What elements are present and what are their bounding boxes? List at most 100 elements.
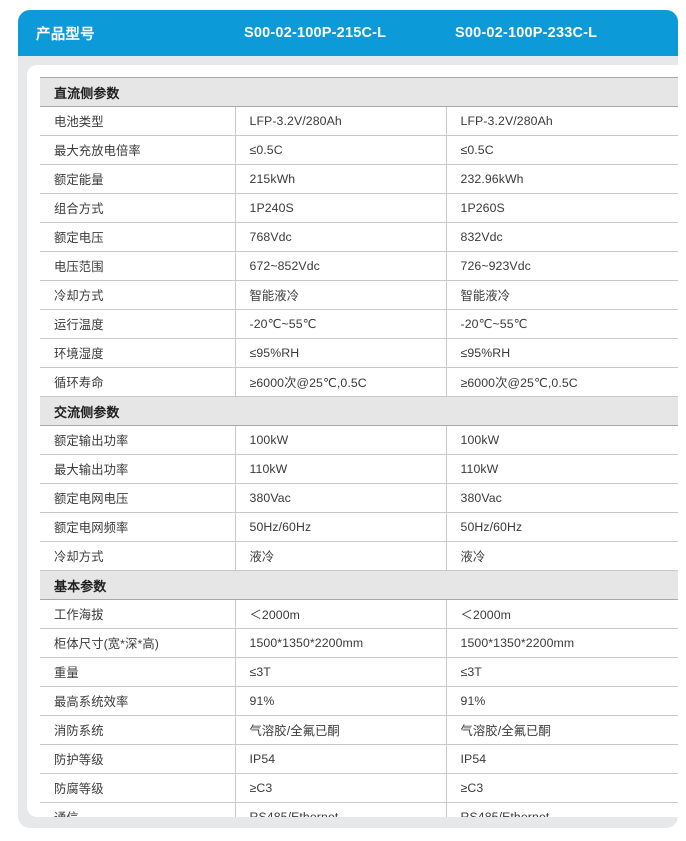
spec-value-model-b: ≤0.5C <box>445 135 678 165</box>
spec-value-model-b: RS485/Ethernet <box>445 802 678 817</box>
spec-param-name: 额定电网电压 <box>40 483 235 513</box>
spec-card: 直流侧参数 电池类型 LFP-3.2V/280Ah LFP-3.2V/280Ah 最大充… <box>27 65 678 817</box>
table-row: 最高系统效率 91% 91% <box>40 686 678 716</box>
spec-value-model-a: 110kW <box>234 454 446 484</box>
spec-value-model-a: 215kWh <box>234 164 446 194</box>
spec-value-model-a: ≥C3 <box>234 773 446 803</box>
table-row: 电池类型 LFP-3.2V/280Ah LFP-3.2V/280Ah <box>40 106 678 136</box>
spec-section-header: 基本参数 <box>40 570 678 600</box>
header-model-a: S00-02-100P-215C-L <box>244 25 387 41</box>
spec-value-model-a: 气溶胶/全氟已酮 <box>234 715 446 745</box>
spec-value-model-b: 1500*1350*2200mm <box>445 628 678 658</box>
table-row: 消防系统 气溶胶/全氟已酮 气溶胶/全氟已酮 <box>40 715 678 745</box>
spec-value-model-b: -20℃~55℃ <box>445 309 678 339</box>
table-row: 组合方式 1P240S 1P260S <box>40 193 678 223</box>
spec-section-header: 直流侧参数 <box>40 77 678 107</box>
spec-param-name: 循环寿命 <box>40 367 235 397</box>
spec-param-name: 工作海拔 <box>40 599 235 629</box>
table-row: 额定电压 768Vdc 832Vdc <box>40 222 678 252</box>
spec-value-model-a: RS485/Ethernet <box>234 802 446 817</box>
spec-param-name: 环境湿度 <box>40 338 235 368</box>
spec-value-model-a: IP54 <box>234 744 446 774</box>
spec-value-model-a: 1500*1350*2200mm <box>234 628 446 658</box>
table-row: 额定电网频率 50Hz/60Hz 50Hz/60Hz <box>40 512 678 542</box>
spec-param-name: 组合方式 <box>40 193 235 223</box>
table-row: 循环寿命 ≥6000次@25℃,0.5C ≥6000次@25℃,0.5C <box>40 367 678 397</box>
spec-value-model-b: 50Hz/60Hz <box>445 512 678 542</box>
spec-value-model-b: 液冷 <box>445 541 678 571</box>
spec-value-model-a: 1P240S <box>234 193 446 223</box>
spec-value-model-b: ≤3T <box>445 657 678 687</box>
specification-table: 直流侧参数 电池类型 LFP-3.2V/280Ah LFP-3.2V/280Ah 最大充… <box>40 77 678 817</box>
spec-value-model-b: ≥6000次@25℃,0.5C <box>445 367 678 397</box>
spec-param-name: 额定能量 <box>40 164 235 194</box>
table-row: 额定输出功率 100kW 100kW <box>40 425 678 455</box>
table-row: 电压范围 672~852Vdc 726~923Vdc <box>40 251 678 281</box>
table-row: 冷却方式 智能液冷 智能液冷 <box>40 280 678 310</box>
spec-value-model-b: 380Vac <box>445 483 678 513</box>
spec-param-name: 消防系统 <box>40 715 235 745</box>
table-row: 防护等级 IP54 IP54 <box>40 744 678 774</box>
spec-value-model-a: ≤0.5C <box>234 135 446 165</box>
table-row: 工作海拔 ＜2000m ＜2000m <box>40 599 678 629</box>
spec-param-name: 最高系统效率 <box>40 686 235 716</box>
spec-value-model-b: 1P260S <box>445 193 678 223</box>
spec-value-model-b: 232.96kWh <box>445 164 678 194</box>
spec-param-name: 额定电压 <box>40 222 235 252</box>
spec-value-model-b: 110kW <box>445 454 678 484</box>
spec-param-name: 冷却方式 <box>40 280 235 310</box>
spec-value-model-a: ≤3T <box>234 657 446 687</box>
table-row: 防腐等级 ≥C3 ≥C3 <box>40 773 678 803</box>
spec-value-model-a: ≤95%RH <box>234 338 446 368</box>
spec-section-title: 基本参数 <box>40 570 678 600</box>
header-model-b: S00-02-100P-233C-L <box>455 25 598 41</box>
spec-value-model-a: 100kW <box>234 425 446 455</box>
table-row: 最大充放电倍率 ≤0.5C ≤0.5C <box>40 135 678 165</box>
spec-value-model-b: 726~923Vdc <box>445 251 678 281</box>
spec-value-model-a: 智能液冷 <box>234 280 446 310</box>
table-row: 运行温度 -20℃~55℃ -20℃~55℃ <box>40 309 678 339</box>
spec-param-name: 最大输出功率 <box>40 454 235 484</box>
spec-value-model-b: ＜2000m <box>445 599 678 629</box>
spec-section-title: 交流侧参数 <box>40 396 678 426</box>
spec-param-name: 冷却方式 <box>40 541 235 571</box>
spec-section-title: 直流侧参数 <box>40 77 678 107</box>
spec-value-model-b: ≤95%RH <box>445 338 678 368</box>
spec-value-model-a: -20℃~55℃ <box>234 309 446 339</box>
spec-value-model-a: 672~852Vdc <box>234 251 446 281</box>
spec-value-model-a: 液冷 <box>234 541 446 571</box>
spec-value-model-b: 气溶胶/全氟已酮 <box>445 715 678 745</box>
spec-value-model-a: LFP-3.2V/280Ah <box>234 106 446 136</box>
table-row: 环境湿度 ≤95%RH ≤95%RH <box>40 338 678 368</box>
spec-param-name: 通信 <box>40 802 235 817</box>
spec-param-name: 防腐等级 <box>40 773 235 803</box>
model-header-bar: 产品型号 S00-02-100P-215C-L S00-02-100P-233C… <box>18 10 678 56</box>
spec-value-model-b: ≥C3 <box>445 773 678 803</box>
spec-param-name: 运行温度 <box>40 309 235 339</box>
spec-param-name: 柜体尺寸(宽*深*高) <box>40 628 235 658</box>
spec-param-name: 额定输出功率 <box>40 425 235 455</box>
spec-value-model-b: 100kW <box>445 425 678 455</box>
product-spec-sheet: 产品型号 S00-02-100P-215C-L S00-02-100P-233C… <box>18 10 678 828</box>
spec-param-name: 电池类型 <box>40 106 235 136</box>
table-row: 冷却方式 液冷 液冷 <box>40 541 678 571</box>
spec-param-name: 防护等级 <box>40 744 235 774</box>
table-row: 最大输出功率 110kW 110kW <box>40 454 678 484</box>
spec-value-model-a: ≥6000次@25℃,0.5C <box>234 367 446 397</box>
spec-value-model-b: LFP-3.2V/280Ah <box>445 106 678 136</box>
spec-value-model-b: 832Vdc <box>445 222 678 252</box>
spec-value-model-b: 智能液冷 <box>445 280 678 310</box>
header-param-label: 产品型号 <box>36 26 95 43</box>
spec-value-model-a: 50Hz/60Hz <box>234 512 446 542</box>
table-row: 重量 ≤3T ≤3T <box>40 657 678 687</box>
spec-value-model-b: IP54 <box>445 744 678 774</box>
spec-param-name: 电压范围 <box>40 251 235 281</box>
spec-value-model-a: 768Vdc <box>234 222 446 252</box>
spec-param-name: 重量 <box>40 657 235 687</box>
spec-value-model-a: 91% <box>234 686 446 716</box>
spec-table-body: 直流侧参数 电池类型 LFP-3.2V/280Ah LFP-3.2V/280Ah 最大充… <box>40 77 678 817</box>
table-row: 额定能量 215kWh 232.96kWh <box>40 164 678 194</box>
spec-section-header: 交流侧参数 <box>40 396 678 426</box>
spec-value-model-a: 380Vac <box>234 483 446 513</box>
